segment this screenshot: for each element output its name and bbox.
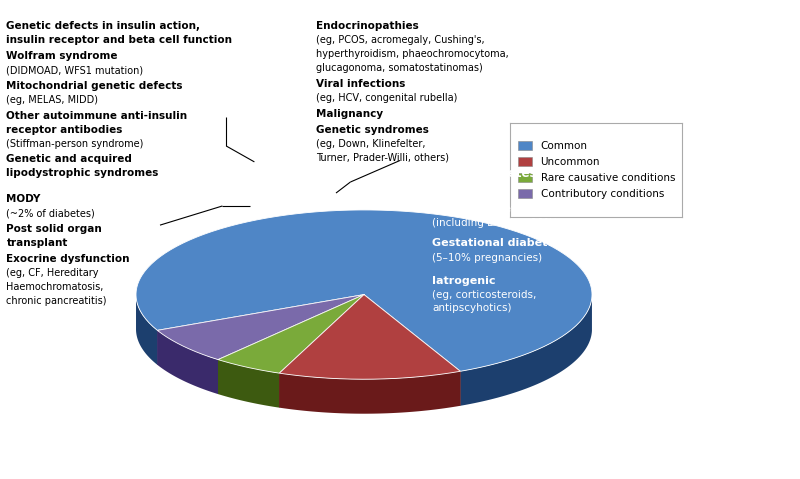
Text: Turner, Prader-Willi, others): Turner, Prader-Willi, others) bbox=[316, 153, 449, 163]
Text: Genetic syndromes: Genetic syndromes bbox=[316, 125, 429, 135]
Legend: Common, Uncommon, Rare causative conditions, Contributory conditions: Common, Uncommon, Rare causative conditi… bbox=[510, 134, 682, 206]
Text: Genetic defects in insulin action,: Genetic defects in insulin action, bbox=[6, 21, 200, 31]
Text: (eg, MELAS, MIDD): (eg, MELAS, MIDD) bbox=[6, 95, 98, 105]
Text: (DIDMOAD, WFS1 mutation): (DIDMOAD, WFS1 mutation) bbox=[6, 65, 143, 75]
Text: (eg, CF, Hereditary: (eg, CF, Hereditary bbox=[6, 268, 99, 278]
Text: Genetic and acquired: Genetic and acquired bbox=[6, 154, 132, 164]
Text: glucagonoma, somatostatinomas): glucagonoma, somatostatinomas) bbox=[316, 63, 482, 73]
Polygon shape bbox=[158, 331, 218, 394]
Text: insulin receptor and beta cell function: insulin receptor and beta cell function bbox=[6, 35, 233, 45]
Polygon shape bbox=[158, 295, 364, 365]
Text: Endocrinopathies: Endocrinopathies bbox=[316, 21, 418, 31]
Polygon shape bbox=[460, 297, 592, 406]
Text: transplant: transplant bbox=[6, 238, 68, 248]
Text: MODY: MODY bbox=[6, 194, 41, 204]
Text: (eg, Down, Klinefelter,: (eg, Down, Klinefelter, bbox=[316, 139, 426, 149]
Text: Haemochromatosis,: Haemochromatosis, bbox=[6, 282, 104, 292]
Text: Other autoimmune anti-insulin: Other autoimmune anti-insulin bbox=[6, 111, 187, 121]
Text: Gestational diabetes: Gestational diabetes bbox=[432, 238, 562, 248]
Polygon shape bbox=[218, 295, 364, 394]
Polygon shape bbox=[279, 371, 460, 414]
Polygon shape bbox=[218, 295, 364, 394]
Text: (including LADA, ~10%): (including LADA, ~10%) bbox=[432, 218, 558, 228]
Text: chronic pancreatitis): chronic pancreatitis) bbox=[6, 296, 107, 306]
Polygon shape bbox=[364, 295, 460, 406]
Text: (eg, PCOS, acromegaly, Cushing's,: (eg, PCOS, acromegaly, Cushing's, bbox=[316, 35, 485, 45]
Polygon shape bbox=[218, 295, 364, 373]
Text: (eg, HCV, congenital rubella): (eg, HCV, congenital rubella) bbox=[316, 93, 458, 103]
Polygon shape bbox=[279, 295, 364, 408]
Polygon shape bbox=[158, 295, 364, 365]
Text: hyperthyroidism, phaeochromocytoma,: hyperthyroidism, phaeochromocytoma, bbox=[316, 49, 509, 59]
Polygon shape bbox=[279, 295, 460, 379]
Polygon shape bbox=[279, 295, 364, 408]
Text: Iatrogenic: Iatrogenic bbox=[432, 275, 495, 285]
Text: (eg, corticosteroids,: (eg, corticosteroids, bbox=[432, 290, 536, 300]
Polygon shape bbox=[136, 296, 158, 365]
Text: Wolfram syndrome: Wolfram syndrome bbox=[6, 51, 118, 61]
Text: lipodystrophic syndromes: lipodystrophic syndromes bbox=[6, 168, 158, 178]
Text: (~2% of diabetes): (~2% of diabetes) bbox=[6, 208, 95, 218]
Polygon shape bbox=[158, 295, 364, 360]
Text: receptor antibodies: receptor antibodies bbox=[6, 125, 122, 135]
Text: (85–90%): (85–90%) bbox=[432, 183, 486, 194]
Text: Type 2 diabetes: Type 2 diabetes bbox=[432, 167, 537, 180]
Text: Viral infections: Viral infections bbox=[316, 79, 406, 89]
Polygon shape bbox=[218, 360, 279, 408]
Text: Exocrine dysfunction: Exocrine dysfunction bbox=[6, 254, 130, 264]
Polygon shape bbox=[364, 295, 460, 406]
Text: Type 1 diabetes: Type 1 diabetes bbox=[432, 204, 530, 214]
Text: Malignancy: Malignancy bbox=[316, 109, 383, 119]
Text: Mitochondrial genetic defects: Mitochondrial genetic defects bbox=[6, 81, 183, 91]
Polygon shape bbox=[136, 210, 592, 371]
Text: antipscyhotics): antipscyhotics) bbox=[432, 303, 511, 313]
Text: (5–10% pregnancies): (5–10% pregnancies) bbox=[432, 252, 542, 262]
Text: Post solid organ: Post solid organ bbox=[6, 224, 102, 234]
Text: (Stiffman-person syndrome): (Stiffman-person syndrome) bbox=[6, 138, 144, 148]
